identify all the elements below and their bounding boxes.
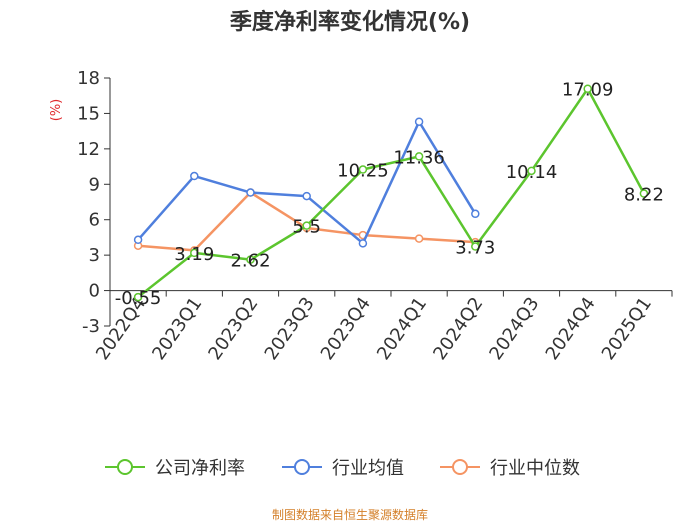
data-point-company-net-margin[interactable]	[639, 189, 649, 198]
legend-item-industry-median[interactable]: 行业中位数	[440, 458, 580, 479]
x-tick-label: 2025Q1	[598, 293, 656, 364]
legend-item-company[interactable]: 公司净利率	[105, 458, 245, 479]
y-tick-label: 12	[77, 139, 100, 160]
x-tick-label: 2024Q3	[485, 293, 543, 364]
source-note: 制图数据来自恒生聚源数据库	[272, 507, 428, 522]
data-point-company-net-margin[interactable]	[302, 221, 311, 230]
data-label: 2.62	[230, 251, 270, 272]
data-point-industry-median[interactable]	[414, 234, 424, 243]
legend: 公司净利率 行业均值 行业中位数	[105, 458, 580, 479]
data-label: 8.22	[624, 184, 664, 205]
y-axis-label: (%)	[49, 99, 64, 122]
data-point-industry-mean[interactable]	[414, 117, 424, 126]
data-point-company-net-margin[interactable]	[190, 248, 199, 258]
y-tick-label: 9	[89, 174, 100, 195]
x-tick-label: 2024Q2	[429, 293, 487, 364]
y-tick-label: 0	[89, 281, 100, 302]
data-label: 3.19	[174, 244, 214, 265]
y-tick-label: 15	[77, 103, 100, 124]
data-label: 10.14	[506, 162, 558, 183]
data-point-company-net-margin[interactable]	[583, 84, 592, 93]
x-tick-label: 2024Q1	[373, 293, 431, 364]
legend-marker-industry-mean	[294, 459, 310, 475]
data-point-industry-mean[interactable]	[302, 191, 311, 201]
data-point-company-net-margin[interactable]	[527, 166, 536, 176]
data-point-company-net-margin[interactable]	[358, 165, 368, 174]
y-tick-label: -3	[82, 316, 100, 337]
data-point-industry-mean[interactable]	[190, 171, 199, 181]
y-tick-label: 6	[89, 210, 100, 231]
data-label: 17.09	[562, 80, 614, 101]
x-tick-label: 2023Q4	[317, 293, 375, 364]
x-tick-label: 2023Q3	[261, 293, 319, 364]
legend-item-industry-mean[interactable]: 行业均值	[282, 458, 404, 479]
legend-marker-industry-median	[452, 459, 468, 475]
legend-marker-company	[117, 459, 133, 475]
data-label: -0.55	[115, 288, 162, 309]
data-point-industry-mean[interactable]	[471, 209, 480, 219]
data-point-company-net-margin[interactable]	[133, 292, 143, 302]
x-tick-label: 2023Q2	[204, 293, 262, 364]
data-point-company-net-margin[interactable]	[246, 255, 255, 264]
y-tick-label: 18	[77, 68, 100, 89]
legend-label-industry-mean: 行业均值	[332, 458, 404, 479]
data-point-industry-mean[interactable]	[133, 235, 143, 245]
data-point-company-net-margin[interactable]	[414, 152, 424, 161]
data-label: 11.36	[393, 147, 445, 168]
data-point-industry-mean[interactable]	[358, 239, 368, 248]
data-point-company-net-margin[interactable]	[471, 242, 480, 251]
series-lines	[133, 84, 649, 302]
data-point-industry-mean[interactable]	[246, 188, 255, 197]
data-label: 10.25	[337, 161, 389, 182]
data-label: 5.5	[292, 217, 321, 238]
y-tick-label: 3	[89, 245, 100, 266]
legend-label-industry-median: 行业中位数	[490, 458, 580, 479]
data-label: 3.73	[455, 238, 495, 259]
chart-title: 季度净利率变化情况(%)	[230, 9, 470, 35]
legend-label-company: 公司净利率	[155, 458, 245, 479]
series-line-company-net-margin	[137, 87, 646, 299]
x-tick-label: 2024Q4	[542, 293, 600, 364]
